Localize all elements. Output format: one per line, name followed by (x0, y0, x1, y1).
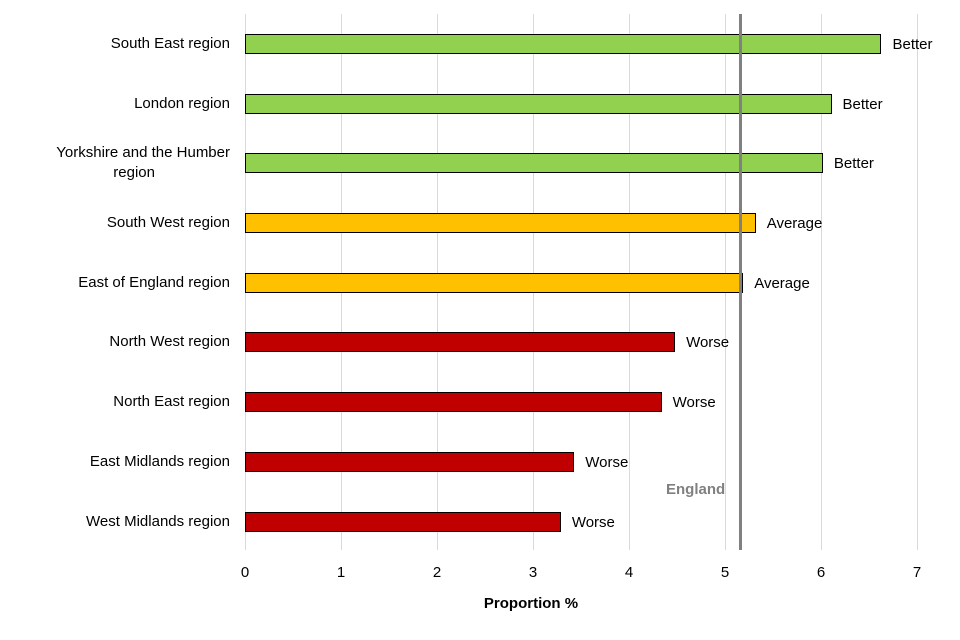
bar (245, 512, 561, 532)
gridline (821, 14, 822, 550)
category-label: East Midlands region (89, 453, 230, 470)
category-label-line: Yorkshire and the Humber (56, 144, 230, 161)
comparison-label: Worse (571, 514, 615, 531)
category-label: Yorkshire and the Humber region (56, 143, 230, 183)
category-label: West Midlands region (86, 513, 230, 530)
comparison-label: Better (833, 155, 874, 172)
x-tick-label: 4 (624, 564, 634, 581)
x-tick-label: 3 (528, 564, 538, 581)
bar (245, 392, 662, 412)
x-tick-label: 0 (240, 564, 250, 581)
x-tick-label: 5 (720, 564, 730, 581)
gridline (917, 14, 918, 550)
category-label-line: region (113, 164, 155, 181)
category-label: North West region (109, 333, 230, 350)
bar (245, 273, 744, 293)
bar (245, 153, 823, 173)
bar (245, 332, 676, 352)
category-label: East of England region (78, 274, 230, 291)
comparison-label: Worse (672, 394, 716, 411)
comparison-label: Better (842, 96, 883, 113)
comparison-label: Better (892, 36, 933, 53)
bar (245, 94, 832, 114)
england-label: England (666, 481, 726, 498)
x-tick-label: 7 (912, 564, 922, 581)
x-tick-label: 1 (336, 564, 346, 581)
comparison-label: Worse (585, 454, 629, 471)
x-axis-title: Proportion % (483, 595, 579, 612)
bar (245, 452, 575, 472)
category-label: South East region (110, 35, 230, 52)
category-label: North East region (113, 393, 230, 410)
x-tick-label: 2 (432, 564, 442, 581)
bar (245, 34, 882, 54)
x-tick-label: 6 (816, 564, 826, 581)
england-line (739, 14, 743, 550)
bar (245, 213, 756, 233)
category-label: London region (134, 95, 230, 112)
comparison-label: Worse (686, 334, 730, 351)
category-label: South West region (106, 214, 230, 231)
comparison-label: Average (766, 215, 823, 232)
comparison-label: Average (754, 275, 810, 292)
